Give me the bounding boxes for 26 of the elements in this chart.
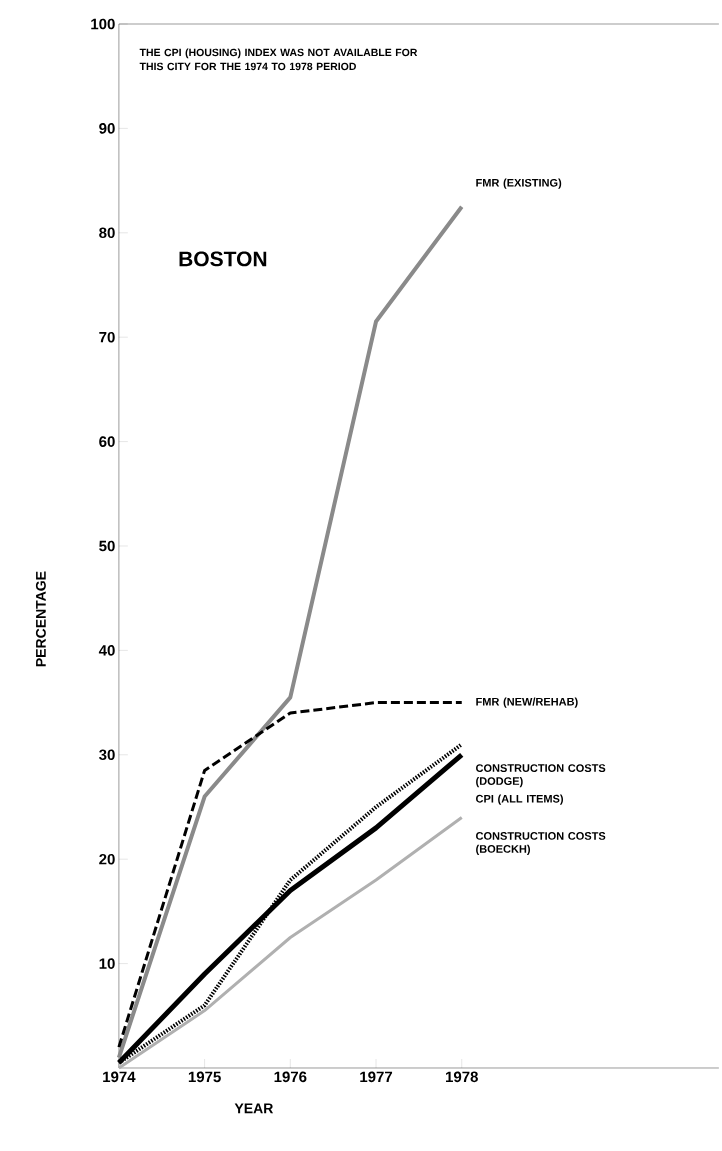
- text: BOSTON: [179, 251, 267, 267]
- x-tick-label: 1976: [274, 1071, 307, 1083]
- line-series: [116, 204, 464, 1060]
- y-tick-label: 70: [99, 331, 115, 343]
- text: CPI (ALL ITEMS): [476, 794, 564, 805]
- y-tick-label: 30: [99, 749, 115, 761]
- x-tick-label: 1974: [103, 1071, 136, 1083]
- series-label: FMR (NEW/REHAB): [476, 697, 578, 708]
- y-tick-label: 90: [99, 123, 115, 134]
- series-label: CONSTRUCTION COSTS (BOECKH): [476, 832, 606, 856]
- annotation: THE CPI (HOUSING) INDEX WAS NOT AVAILABLE FOR THIS CITY FOR THE 1974 TO 1978 PERIOD: [139, 48, 418, 71]
- text: FMR (EXISTING): [476, 178, 562, 189]
- y-tick-label: 20: [99, 853, 115, 865]
- x-axis-title: YEAR: [234, 1103, 274, 1114]
- x-tick-label: 1978: [446, 1071, 479, 1083]
- y-tick-label: 50: [99, 540, 115, 552]
- x-tick-label: 1975: [188, 1071, 221, 1083]
- y-axis-title: PERCENTAGE: [35, 571, 46, 667]
- y-tick-label: 100: [91, 18, 115, 30]
- x-tick-label: 1977: [360, 1071, 393, 1083]
- y-tick-label: 60: [99, 436, 115, 447]
- y-tick-label: 40: [98, 645, 115, 656]
- y-tick-label: 80: [99, 227, 115, 239]
- y-tick-label: 10: [99, 958, 115, 969]
- line-series: [117, 815, 464, 1070]
- text: CONSTRUCTION COSTS (DODGE): [476, 764, 606, 788]
